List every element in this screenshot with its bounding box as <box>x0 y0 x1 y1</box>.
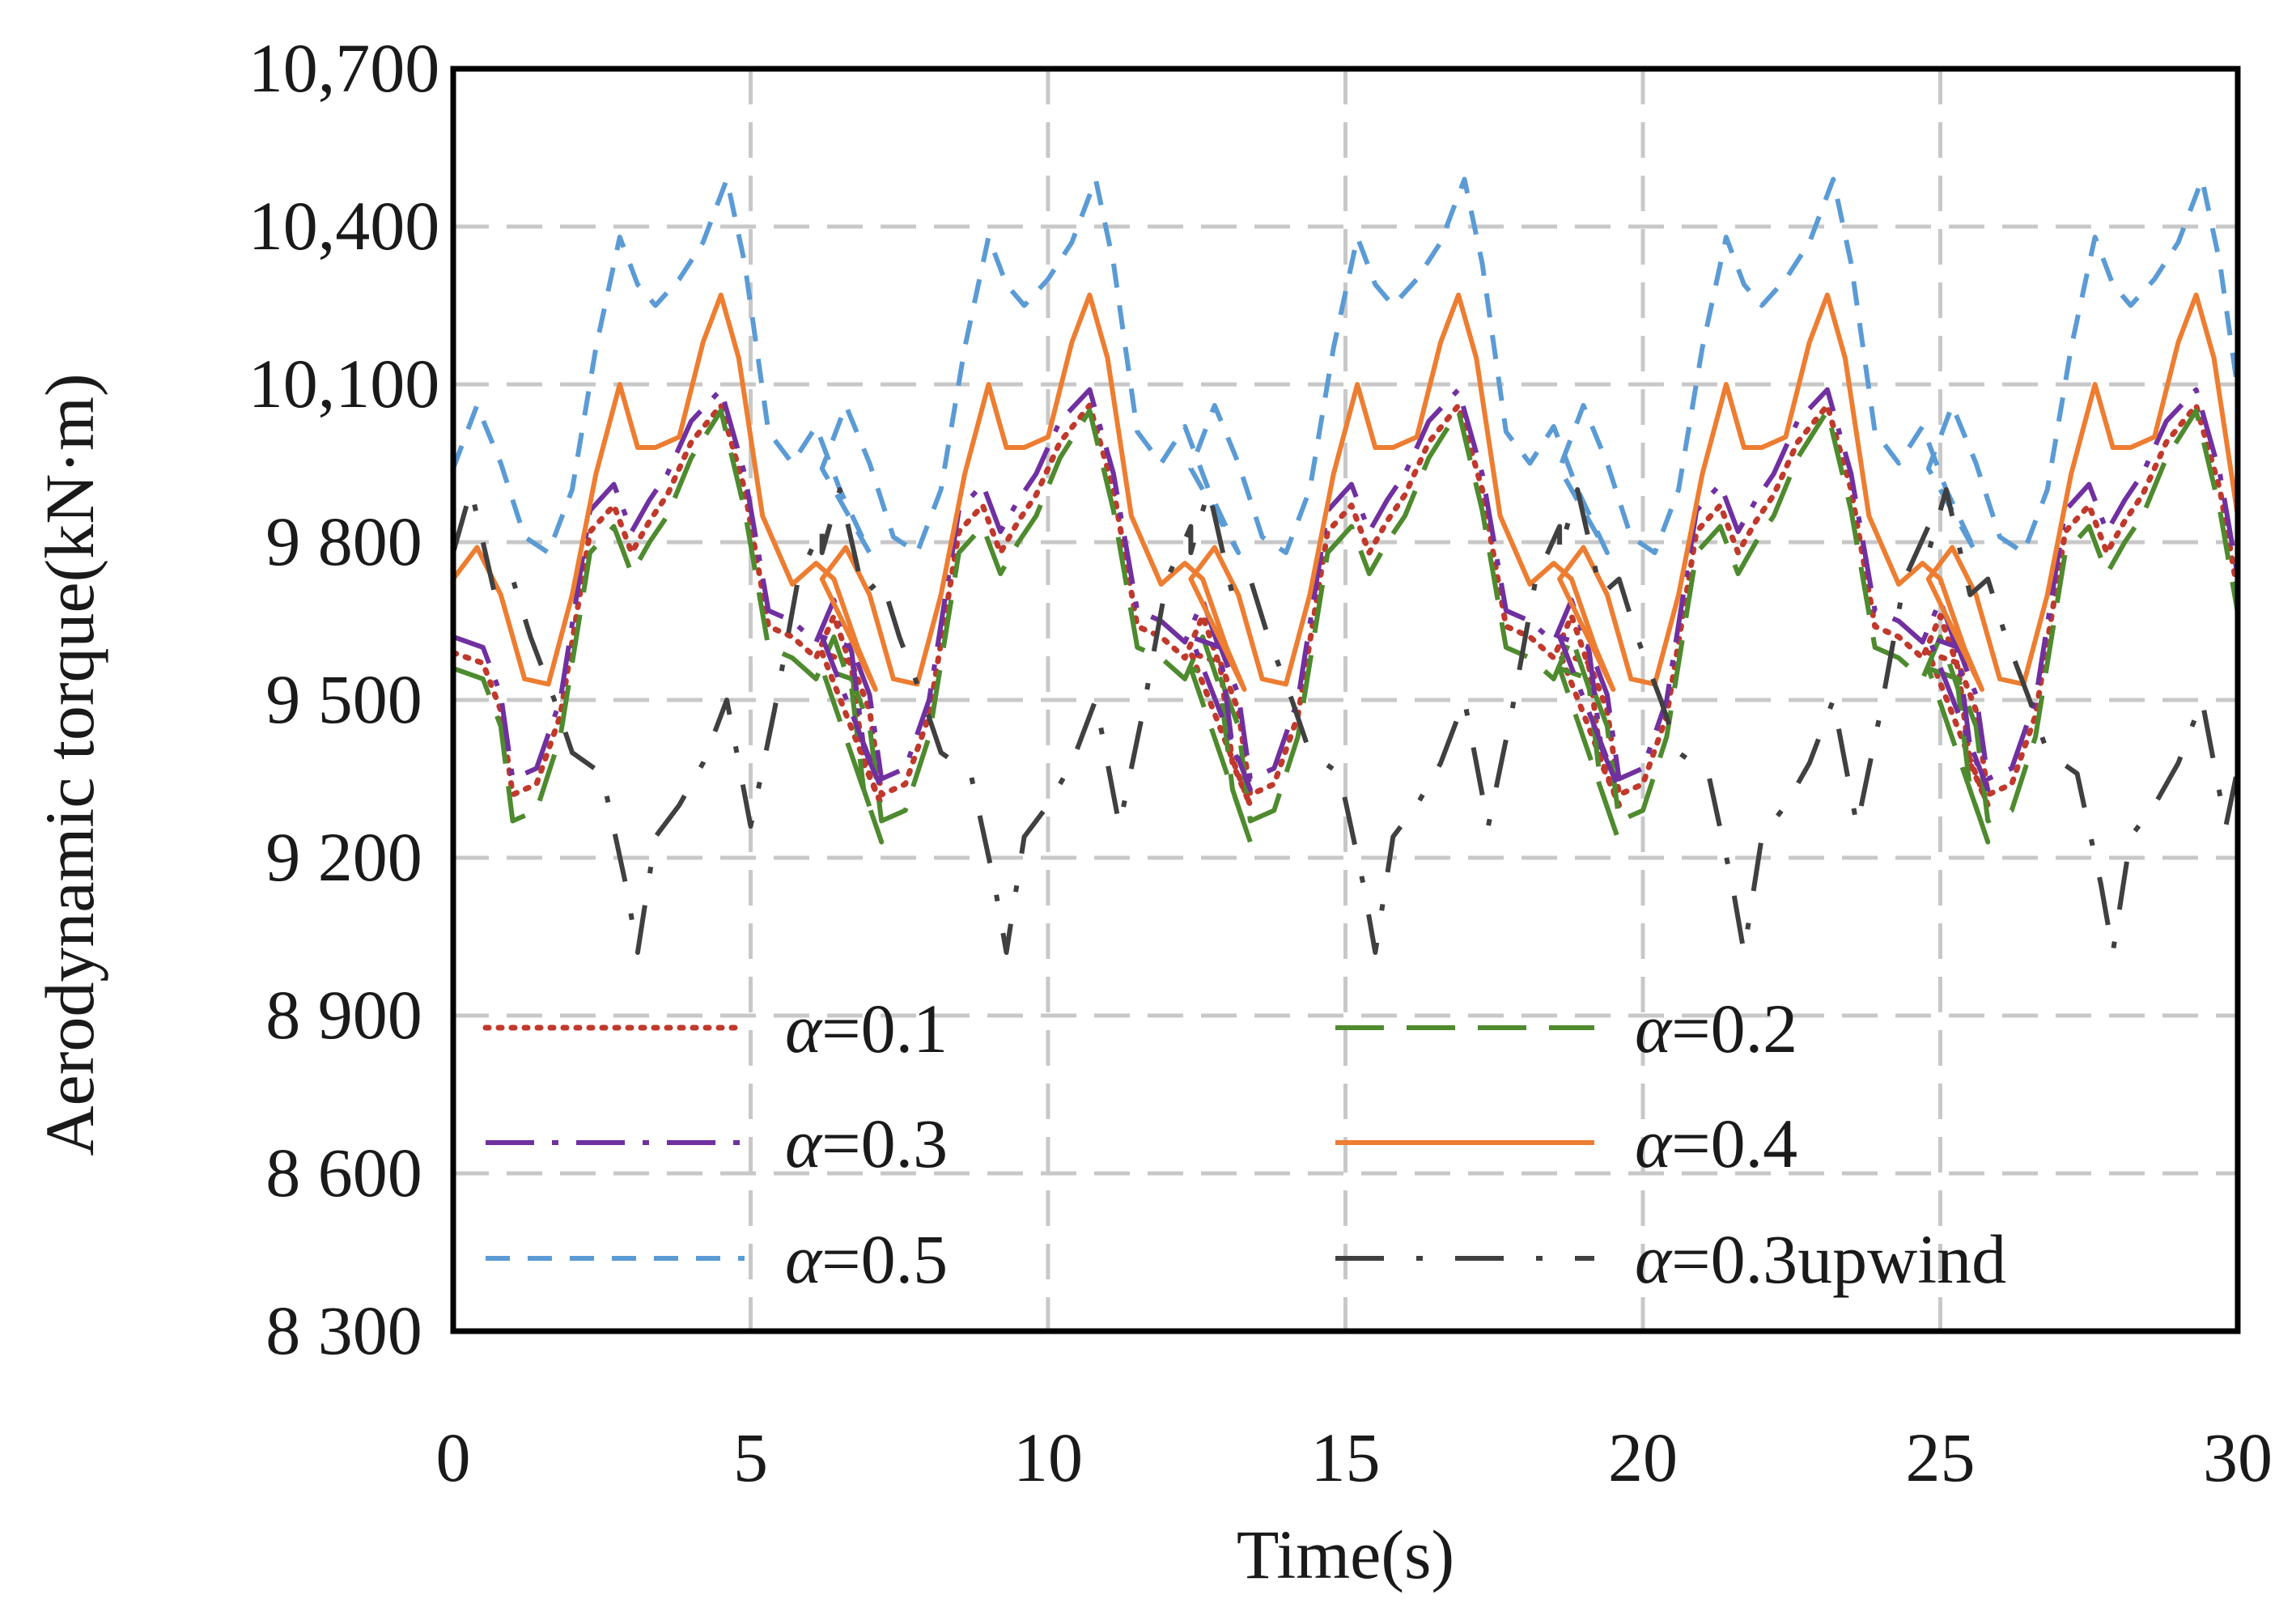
x-tick-label: 25 <box>1906 1419 1976 1496</box>
series-line <box>453 292 2238 692</box>
legend-label: α=0.1 <box>785 990 948 1067</box>
x-tick-label: 5 <box>733 1419 768 1496</box>
legend-label: α=0.4 <box>1635 1105 1797 1182</box>
x-tick-label: 15 <box>1311 1419 1381 1496</box>
x-tick-label: 10 <box>1013 1419 1083 1496</box>
plot-frame <box>450 66 2241 1334</box>
x-axis-title: Time(s) <box>1237 1516 1454 1593</box>
series-line <box>453 387 2238 792</box>
y-tick-label: 9 500 <box>265 660 422 738</box>
y-tick-label: 8 600 <box>265 1134 422 1211</box>
series-line <box>453 176 2238 555</box>
y-tick-label: 8 300 <box>265 1292 422 1369</box>
x-tick-label: 20 <box>1608 1419 1678 1496</box>
series-group <box>453 176 2238 955</box>
legend-label: α=0.5 <box>785 1220 948 1298</box>
y-tick-label: 9 200 <box>265 818 422 896</box>
legend-label: α=0.3 <box>785 1105 948 1182</box>
series-line <box>453 408 2238 845</box>
legend-label: α=0.2 <box>1635 990 1797 1067</box>
legend: α=0.1 α=0.2 α=0.3 α=0.4 α=0.5 α=0.3upwind <box>482 990 2006 1298</box>
series-line <box>453 487 2238 955</box>
y-tick-label: 9 800 <box>265 503 422 580</box>
x-tick-label: 0 <box>436 1419 471 1496</box>
tick-labels: 8 300 8 600 8 900 9 200 9 500 9 800 10,100 10,4… <box>248 29 2273 1496</box>
y-tick-label: 10,400 <box>248 187 440 265</box>
y-tick-label: 8 900 <box>265 976 422 1054</box>
x-tick-label: 30 <box>2203 1419 2273 1496</box>
y-axis-title: Aerodynamic torque(kN·m) <box>31 373 108 1156</box>
y-tick-label: 10,100 <box>248 345 440 422</box>
legend-label: α=0.3upwind <box>1635 1220 2006 1298</box>
series-line <box>453 402 2238 808</box>
y-tick-label: 10,700 <box>248 29 440 107</box>
